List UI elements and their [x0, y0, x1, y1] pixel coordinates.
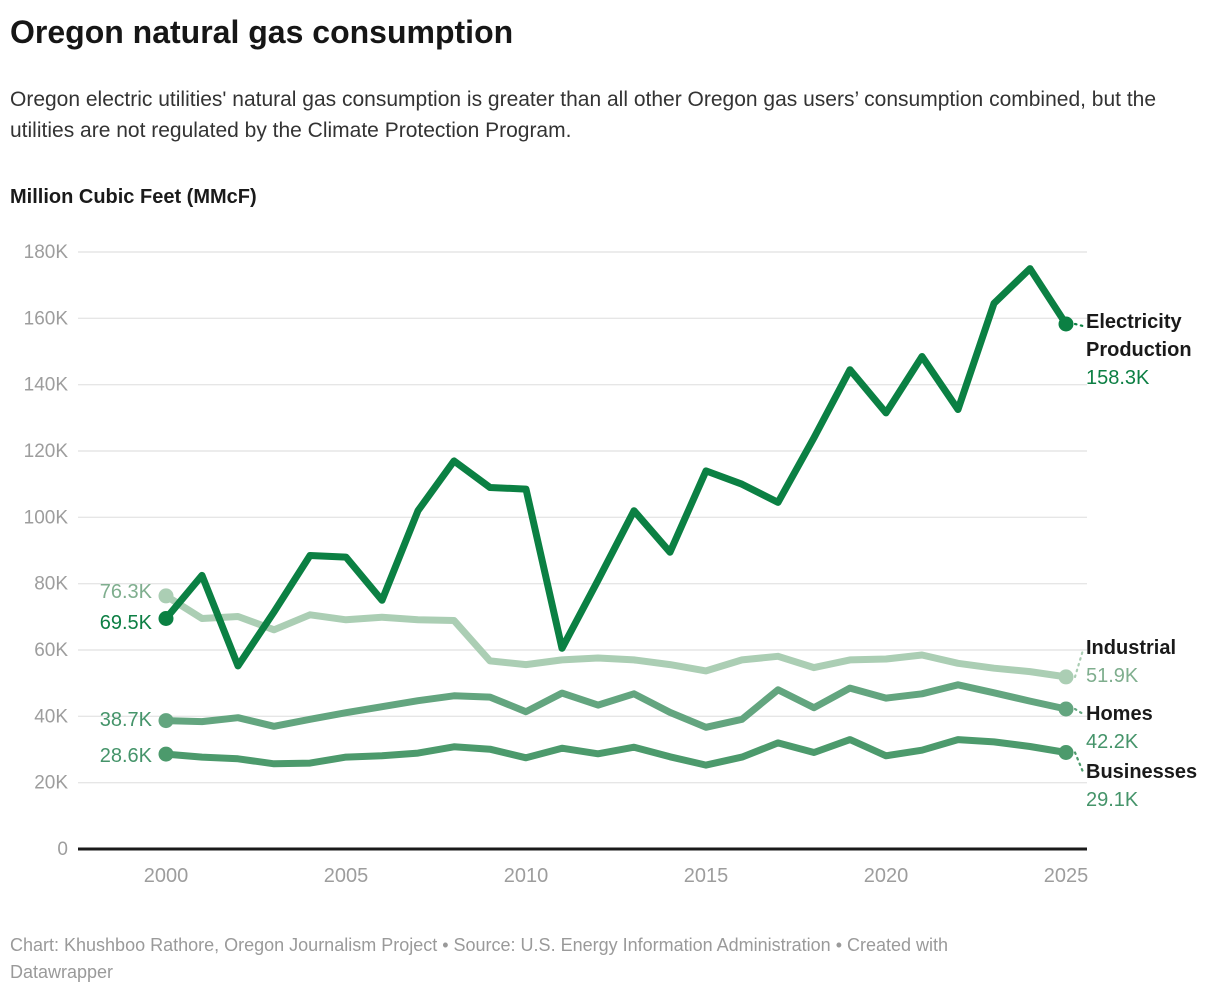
series-start-dot-businesses	[158, 746, 174, 762]
series-end-dot-homes	[1058, 701, 1074, 717]
attribution-line-2: Datawrapper	[10, 962, 114, 982]
chart-title: Oregon natural gas consumption	[10, 14, 514, 50]
series-end-value-label: 42.2K	[1086, 731, 1139, 753]
label-connector-industrial	[1073, 648, 1085, 678]
series-label-businesses: Businesses 29.1K	[1086, 758, 1220, 814]
x-axis-tick-label: 2025	[1044, 865, 1089, 887]
attribution-line-1: Chart: Khushboo Rathore, Oregon Journali…	[10, 935, 949, 955]
series-line-industrial	[162, 592, 1070, 681]
y-axis-tick-label: 180K	[24, 242, 69, 263]
series-end-dot-businesses	[1058, 745, 1074, 760]
series-start-value-label-businesses: 28.6K	[99, 745, 152, 767]
y-axis-tick-label: 40K	[34, 706, 68, 727]
series-name-label: Homes	[1086, 703, 1153, 725]
y-axis-tick-label: 0	[57, 839, 68, 860]
x-axis-tick-label: 2005	[324, 865, 369, 887]
series-start-dot-homes	[158, 713, 174, 729]
chart-subtitle: Oregon electric utilities' natural gas c…	[10, 88, 1157, 142]
label-connector-electricity-production	[1073, 322, 1085, 328]
x-axis-tick-label: 2000	[144, 865, 189, 887]
y-axis-tick-label: 160K	[24, 308, 69, 329]
x-axis-tick-label: 2020	[864, 865, 909, 887]
y-axis-tick-label: 60K	[34, 640, 68, 661]
series-end-dot-electricity-production	[1058, 316, 1074, 332]
y-axis-tick-label: 20K	[34, 773, 68, 794]
series-end-value-label: 29.1K	[1086, 789, 1139, 811]
series-start-dot-industrial	[158, 588, 174, 604]
label-connector-homes	[1073, 707, 1085, 716]
y-axis-tick-label: 140K	[24, 375, 69, 396]
line-chart-canvas: 0 20K 40K 60K 80K 100K 120K 140K 160K 180K 2000 200…	[24, 242, 1089, 887]
series-start-dot-electricity-production	[158, 611, 174, 626]
series-label-homes: Homes 42.2K	[1086, 700, 1220, 756]
y-axis-unit-label: Million Cubic Feet (MMcF)	[10, 186, 257, 208]
series-line-businesses	[162, 736, 1070, 769]
y-axis-tick-label: 100K	[24, 507, 69, 528]
y-axis-tick-label: 120K	[24, 441, 69, 462]
series-start-value-label-electricity-production: 69.5K	[99, 612, 152, 634]
x-axis-tick-label: 2010	[504, 865, 549, 887]
label-connector-businesses	[1073, 751, 1085, 774]
series-line-homes	[162, 681, 1070, 731]
series-name-label: Industrial	[1086, 637, 1177, 659]
x-axis-tick-label: 2015	[684, 865, 729, 887]
chart-attribution: Chart: Khushboo Rathore, Oregon Journali…	[10, 932, 1190, 986]
series-end-value-label: 51.9K	[1086, 665, 1139, 687]
series-label-industrial: Industrial 51.9K	[1086, 634, 1220, 690]
series-name-label: Businesses	[1086, 761, 1198, 783]
series-start-value-label-homes: 38.7K	[99, 709, 152, 731]
y-axis-tick-label: 80K	[34, 574, 68, 595]
series-label-electricity-production: Electricity Production 158.3K	[1086, 308, 1220, 392]
series-name-label: Electricity Production	[1086, 311, 1192, 361]
series-start-value-label-industrial: 76.3K	[99, 581, 152, 603]
series-line-electricity-production	[162, 265, 1070, 670]
series-end-dot-industrial	[1058, 669, 1074, 685]
series-end-value-label: 158.3K	[1086, 367, 1150, 389]
plot-area: 0 20K 40K 60K 80K 100K 120K 140K 160K 180K 2000 200…	[0, 230, 1220, 920]
